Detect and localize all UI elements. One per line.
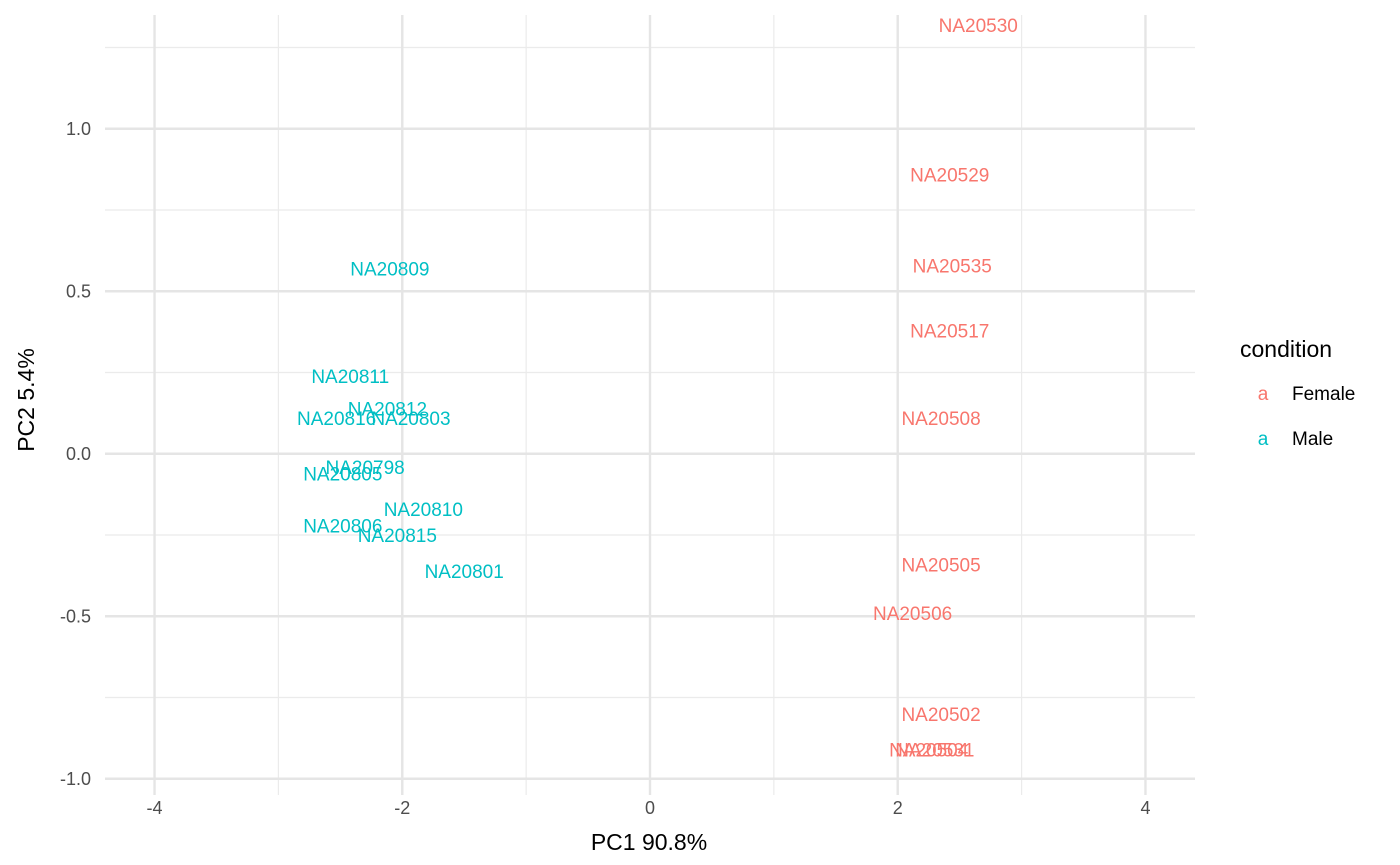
y-tick-label: 1.0 <box>66 119 91 139</box>
x-tick-label: 2 <box>893 798 903 818</box>
legend: condition a Female a Male <box>1240 336 1355 450</box>
x-axis-tick-labels: -4 -2 0 2 4 <box>147 798 1151 818</box>
legend-key-glyph: a <box>1258 384 1269 405</box>
legend-entry-male: Male <box>1292 429 1333 450</box>
point-label-na20809: NA20809 <box>350 260 429 281</box>
point-labels: NA20530 NA20529 NA20535 NA20517 NA20508 NA205… <box>297 16 1018 762</box>
x-tick-label: -4 <box>147 798 163 818</box>
point-label-na20505: NA20505 <box>901 555 980 576</box>
point-label-na20535: NA20535 <box>913 256 992 277</box>
y-axis-tick-labels: -1.0 -0.5 0.0 0.5 1.0 <box>60 119 91 789</box>
y-tick-label: -0.5 <box>60 606 91 626</box>
point-label-na20812: NA20812 <box>348 399 427 420</box>
point-label-na20816: NA20816 <box>297 409 376 430</box>
point-label-na20803: NA20803 <box>371 409 450 430</box>
point-label-na20529: NA20529 <box>910 165 989 186</box>
x-axis-title: PC1 90.8% <box>591 829 707 855</box>
point-label-na20815: NA20815 <box>358 526 437 547</box>
legend-entries: a Female a Male <box>1258 384 1356 450</box>
point-label-na20806: NA20806 <box>303 516 382 537</box>
grid-major-lines <box>105 15 1195 795</box>
point-label-na20530: NA20530 <box>939 16 1018 37</box>
point-label-na20504: NA20504 <box>889 741 969 762</box>
x-tick-label: 4 <box>1140 798 1150 818</box>
y-axis-title: PC2 5.4% <box>13 348 39 452</box>
point-label-na20798: NA20798 <box>325 458 404 479</box>
legend-entry-female: Female <box>1292 384 1355 405</box>
point-label-na20801: NA20801 <box>425 562 504 583</box>
x-tick-label: -2 <box>394 798 410 818</box>
y-tick-label: 0.5 <box>66 281 91 301</box>
x-tick-label: 0 <box>645 798 655 818</box>
point-label-na20810: NA20810 <box>384 500 463 521</box>
point-label-na20517: NA20517 <box>910 321 989 342</box>
y-tick-label: 0.0 <box>66 444 91 464</box>
legend-key-glyph: a <box>1258 429 1269 450</box>
point-label-na20531: NA20531 <box>895 741 974 762</box>
point-label-na20805: NA20805 <box>303 464 382 485</box>
point-label-na20811: NA20811 <box>311 367 389 388</box>
point-label-na20506: NA20506 <box>873 604 952 625</box>
legend-title: condition <box>1240 336 1332 362</box>
point-label-na20502: NA20502 <box>901 705 980 726</box>
y-tick-label: -1.0 <box>60 769 91 789</box>
point-label-na20508: NA20508 <box>901 409 980 430</box>
